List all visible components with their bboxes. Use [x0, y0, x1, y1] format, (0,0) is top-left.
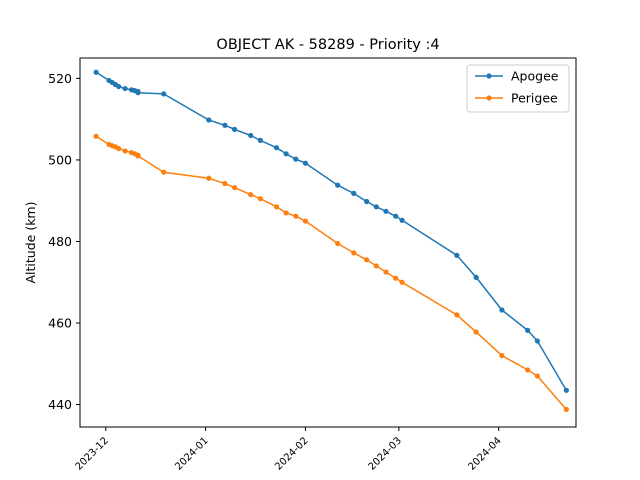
data-point-perigee — [293, 213, 299, 219]
data-point-perigee — [161, 169, 167, 175]
data-point-perigee — [563, 406, 569, 413]
data-point-apogee — [364, 198, 370, 205]
x-tick-label: 2024-01 — [173, 435, 210, 472]
data-point-perigee — [399, 279, 405, 285]
data-point-apogee — [525, 327, 531, 333]
chart-title: OBJECT AK - 58289 - Priority :4 — [216, 37, 439, 53]
y-tick-label: 440 — [48, 397, 72, 412]
series-line-perigee — [95, 135, 567, 410]
legend-marker-apogee — [486, 73, 492, 79]
data-point-perigee — [454, 312, 460, 318]
data-point-perigee — [135, 153, 141, 159]
data-point-perigee — [383, 269, 389, 275]
data-point-perigee — [525, 367, 531, 373]
data-point-perigee — [273, 204, 280, 210]
data-point-apogee — [383, 208, 389, 214]
data-point-apogee — [248, 132, 254, 139]
x-tick-label: 2023-12 — [74, 435, 111, 472]
data-point-perigee — [93, 133, 99, 139]
data-point-apogee — [116, 83, 122, 90]
x-tick-label: 2024-04 — [466, 435, 503, 472]
data-point-apogee — [135, 90, 141, 96]
y-tick-label: 460 — [48, 316, 72, 331]
data-point-apogee — [563, 387, 569, 393]
data-point-perigee — [257, 196, 263, 202]
data-point-apogee — [231, 126, 238, 132]
data-point-perigee — [473, 329, 479, 335]
data-point-perigee — [373, 263, 379, 269]
data-point-perigee — [283, 210, 289, 216]
x-tick-label: 2024-03 — [367, 435, 404, 472]
legend-marker-perigee — [486, 95, 492, 101]
data-point-perigee — [206, 175, 212, 181]
data-point-perigee — [116, 145, 122, 152]
y-axis-label: Altitude (km) — [23, 202, 38, 284]
data-point-apogee — [393, 213, 399, 219]
data-point-perigee — [534, 373, 540, 379]
data-point-apogee — [206, 117, 212, 123]
legend-label-perigee: Perigee — [511, 91, 558, 106]
data-point-apogee — [373, 204, 379, 210]
data-point-apogee — [283, 151, 289, 157]
y-tick-label: 520 — [48, 71, 72, 86]
data-point-apogee — [161, 91, 167, 97]
data-point-apogee — [93, 69, 99, 75]
data-point-perigee — [248, 191, 254, 198]
legend-label-apogee: Apogee — [511, 69, 559, 84]
data-point-apogee — [293, 156, 299, 162]
data-point-apogee — [122, 85, 128, 92]
data-point-perigee — [335, 240, 341, 247]
data-point-apogee — [273, 145, 280, 151]
data-point-apogee — [351, 190, 357, 196]
data-point-perigee — [231, 185, 238, 191]
y-axis: 440 460 480 500 520 — [48, 71, 80, 412]
series-layer — [93, 69, 569, 413]
y-tick-label: 500 — [48, 152, 72, 167]
data-point-perigee — [499, 353, 505, 359]
series-line-apogee — [95, 71, 567, 391]
data-point-apogee — [302, 160, 309, 166]
x-axis: 2023-12 2024-01 2024-02 2024-03 2024-04 — [74, 427, 504, 473]
data-point-apogee — [473, 274, 479, 280]
legend: Apogee Perigee — [466, 64, 570, 113]
data-point-apogee — [499, 307, 505, 313]
data-point-perigee — [364, 257, 370, 263]
data-point-apogee — [335, 182, 341, 188]
data-point-perigee — [302, 218, 309, 224]
data-point-apogee — [399, 217, 405, 223]
data-point-perigee — [351, 250, 357, 256]
plot-frame — [79, 57, 577, 428]
data-point-apogee — [222, 122, 228, 128]
data-point-apogee — [257, 137, 263, 143]
data-point-perigee — [122, 148, 128, 154]
y-tick-label: 480 — [48, 234, 72, 249]
data-point-perigee — [393, 275, 399, 281]
data-point-apogee — [454, 252, 460, 258]
data-point-apogee — [534, 338, 540, 344]
data-point-perigee — [222, 180, 228, 187]
x-tick-label: 2024-02 — [273, 435, 310, 472]
